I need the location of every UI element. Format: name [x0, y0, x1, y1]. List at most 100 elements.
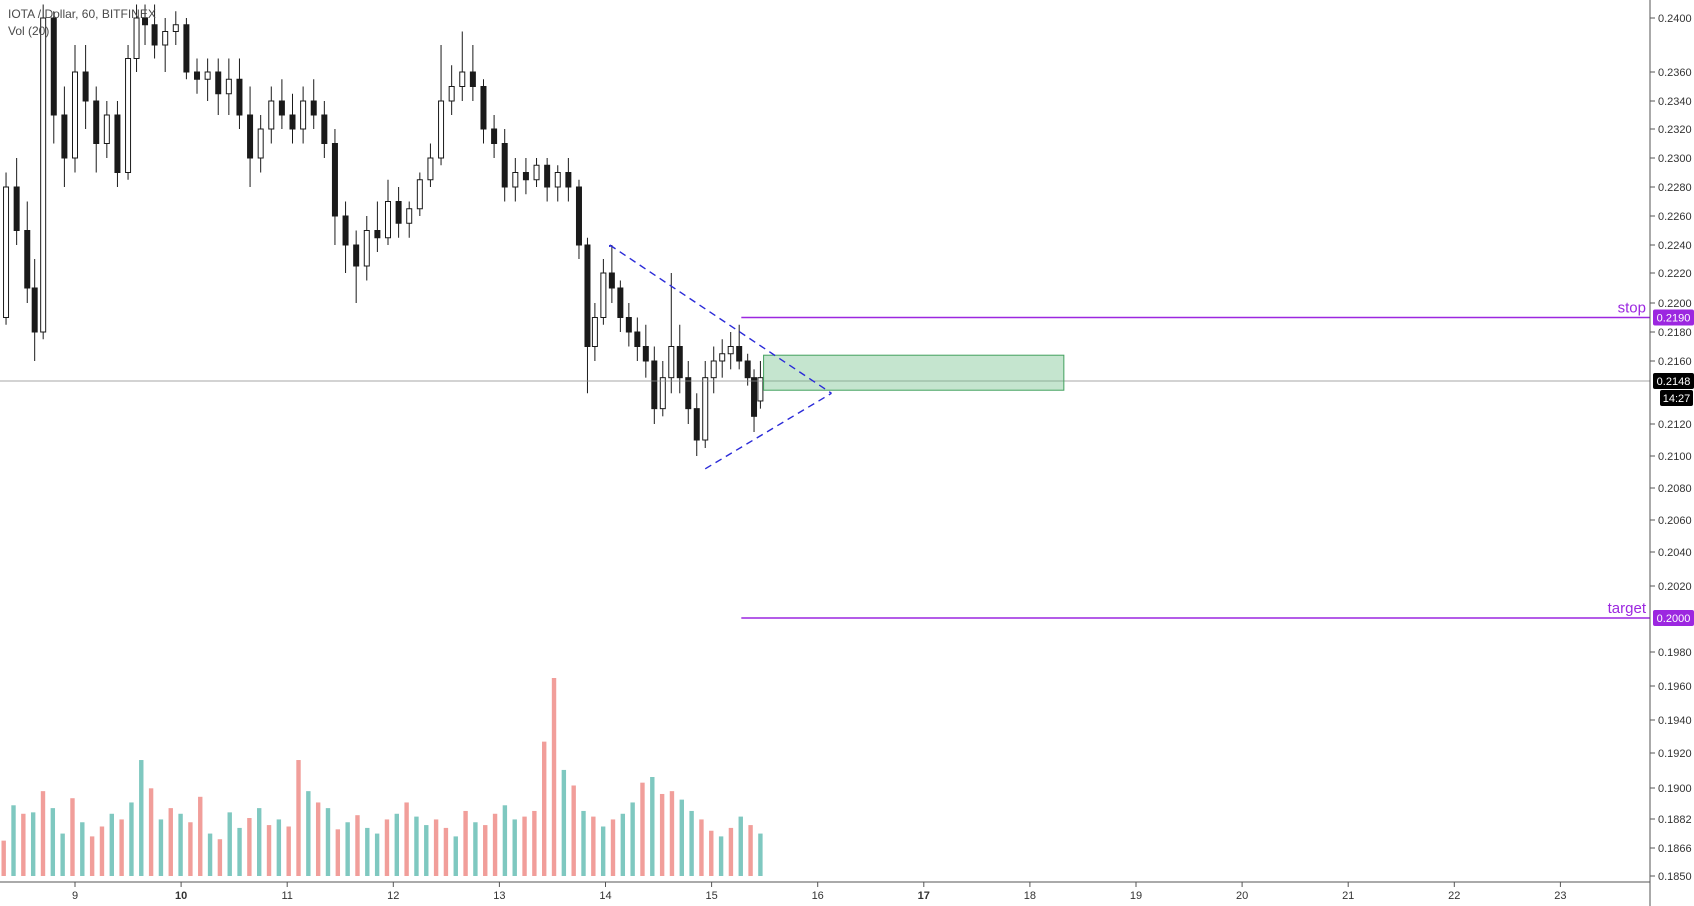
volume-bar: [306, 791, 311, 876]
triangle-upper-line: [609, 244, 832, 394]
volume-bar: [640, 782, 645, 876]
candle-body: [204, 71, 211, 80]
volume-bar: [758, 833, 763, 876]
candle-body: [374, 230, 381, 239]
volume-bar: [266, 825, 272, 876]
last-price-badge-bg: [1653, 373, 1694, 389]
candle-body: [13, 186, 20, 231]
price-tick-label: 0.2060: [1658, 515, 1692, 527]
entry-zone-box: [763, 354, 1065, 391]
candle-body: [395, 201, 402, 224]
price-tick-label: 0.2300: [1658, 153, 1692, 165]
price-tick-label: 0.2400: [1658, 13, 1692, 25]
volume-bar: [571, 785, 576, 876]
candle-body: [353, 244, 360, 267]
candle-body: [501, 143, 508, 188]
volume-bar: [365, 827, 370, 876]
price-tick-label: 0.2220: [1658, 268, 1692, 280]
volume-bars: [1, 678, 763, 876]
volume-bar: [60, 833, 65, 876]
volume-bar: [483, 825, 488, 876]
time-tick-label: 16: [812, 890, 824, 902]
volume-bar: [718, 836, 724, 876]
candle-body: [93, 100, 100, 144]
volume-bar: [424, 825, 429, 876]
candle-body: [215, 71, 222, 95]
candle-body: [31, 287, 38, 333]
volume-bar: [286, 826, 291, 876]
candle-body: [634, 331, 641, 347]
candle-body: [183, 24, 190, 73]
candle-body: [162, 31, 169, 46]
price-tick-label: 0.2200: [1658, 298, 1692, 310]
drawings-layer[interactable]: stop target: [0, 244, 1650, 619]
price-tick-label: 0.1980: [1658, 647, 1692, 659]
volume-bar: [89, 836, 95, 876]
candle-body: [103, 114, 110, 144]
price-axis[interactable]: 0.2400 0.2360 0.2340 0.2320 0.2300 0.2280 0.22…: [1649, 0, 1694, 906]
time-tick-label: 20: [1236, 890, 1248, 902]
price-tick-label: 0.2340: [1658, 96, 1692, 108]
volume-bar: [404, 802, 409, 876]
volume-bar: [443, 827, 449, 876]
volume-bar: [453, 836, 458, 876]
candle-body: [600, 272, 607, 318]
candle-body: [693, 408, 700, 441]
price-tick-label: 0.2180: [1658, 327, 1692, 339]
volume-bar: [1, 840, 6, 876]
volume-bar: [620, 813, 626, 876]
candle-body: [710, 360, 717, 379]
time-tick-label: 9: [72, 890, 78, 902]
volume-bar: [109, 813, 114, 876]
candle-body: [608, 272, 615, 289]
volume-bar: [227, 812, 232, 876]
volume-bar: [207, 833, 213, 876]
countdown-text: 14:27: [1663, 393, 1691, 405]
volume-bar: [30, 812, 36, 876]
price-tick-label: 0.2120: [1658, 419, 1692, 431]
volume-bar: [679, 799, 684, 876]
time-tick-label: 10: [175, 890, 187, 902]
volume-indicator-label[interactable]: Vol (20): [8, 24, 50, 38]
volume-bar: [561, 769, 567, 876]
candle-body: [480, 86, 487, 130]
time-tick-label: 19: [1130, 890, 1142, 902]
candle-body: [617, 287, 624, 318]
candle-body: [719, 353, 726, 362]
candle-body: [194, 71, 201, 80]
candle-body: [257, 128, 264, 159]
volume-bar: [139, 760, 144, 876]
volume-bar: [345, 822, 350, 876]
candle-body: [50, 17, 57, 116]
volume-bar: [276, 819, 282, 876]
time-tick-label: 15: [705, 890, 717, 902]
candle-body: [512, 172, 519, 188]
volume-bar: [512, 819, 517, 876]
price-tick-label: 0.2100: [1658, 451, 1692, 463]
volume-bar: [502, 805, 508, 876]
volume-bar: [669, 791, 675, 876]
candle-body: [236, 78, 243, 116]
candle-body: [416, 179, 423, 210]
volume-bar: [188, 822, 193, 876]
target-price-badge-bg: [1653, 610, 1694, 626]
symbol-title[interactable]: IOTA / Dollar, 60, BITFINEX: [8, 7, 156, 21]
volume-bar: [247, 818, 252, 876]
candle-body: [751, 377, 758, 417]
stop-price-badge-bg: [1653, 309, 1694, 326]
stop-label: stop: [1618, 300, 1646, 317]
candle-body: [727, 346, 734, 355]
time-tick-label: 13: [493, 890, 505, 902]
volume-bar: [551, 678, 557, 876]
volume-bar: [158, 819, 164, 876]
candle-body: [114, 114, 121, 173]
candle-body: [757, 377, 764, 402]
price-tick-label: 0.2080: [1658, 483, 1692, 495]
time-tick-label: 18: [1024, 890, 1036, 902]
volume-bar: [463, 810, 468, 876]
candle-body: [310, 100, 317, 116]
candlesticks: [3, 4, 764, 456]
time-axis[interactable]: 9 10 11 12 13 14 15 16 17 18 19 20 21 22 23: [0, 881, 1650, 902]
candle-body: [651, 360, 658, 410]
